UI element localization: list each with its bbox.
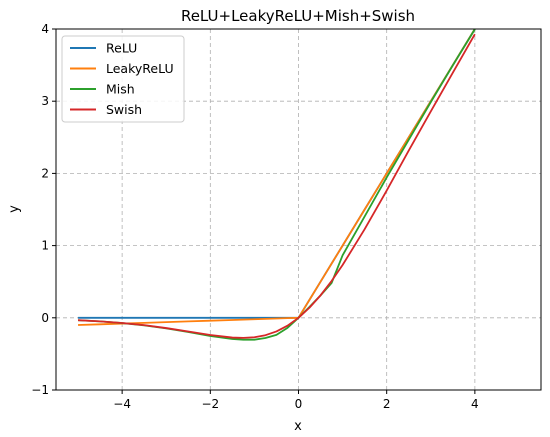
legend-label-relu: ReLU xyxy=(106,41,137,56)
x-axis-label: x xyxy=(294,419,302,434)
axis-ticks: −4 −2 0 2 4 −1 0 1 2 3 4 xyxy=(31,22,478,411)
y-axis-label: y xyxy=(7,205,22,213)
y-tick-label: 0 xyxy=(41,311,49,325)
y-tick-label: 1 xyxy=(41,239,49,253)
legend-box xyxy=(61,35,185,123)
legend: ReLU LeakyReLU Mish Swish xyxy=(61,35,185,123)
x-tick-label: −2 xyxy=(201,397,219,411)
y-tick-label: 2 xyxy=(41,166,49,180)
x-tick-label: 0 xyxy=(295,397,303,411)
legend-label-mish: Mish xyxy=(106,82,135,97)
y-tick-label: 3 xyxy=(41,94,49,108)
x-tick-label: 4 xyxy=(471,397,479,411)
chart-title: ReLU+LeakyReLU+Mish+Swish xyxy=(181,7,415,25)
series-line-swish xyxy=(78,33,476,339)
x-tick-label: −4 xyxy=(113,397,131,411)
y-tick-label: 4 xyxy=(41,22,49,36)
y-tick-label: −1 xyxy=(31,383,49,397)
x-tick-label: 2 xyxy=(383,397,391,411)
legend-label-swish: Swish xyxy=(106,102,142,117)
legend-label-leakyrelu: LeakyReLU xyxy=(106,61,174,76)
series-line-leakyrelu xyxy=(78,28,476,326)
plot-lines xyxy=(78,28,476,341)
